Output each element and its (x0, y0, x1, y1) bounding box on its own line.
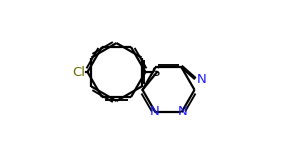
Text: Cl: Cl (73, 66, 86, 79)
Text: N: N (197, 73, 206, 86)
Text: N: N (177, 105, 187, 118)
Text: N: N (150, 105, 160, 118)
Text: S: S (151, 66, 159, 79)
